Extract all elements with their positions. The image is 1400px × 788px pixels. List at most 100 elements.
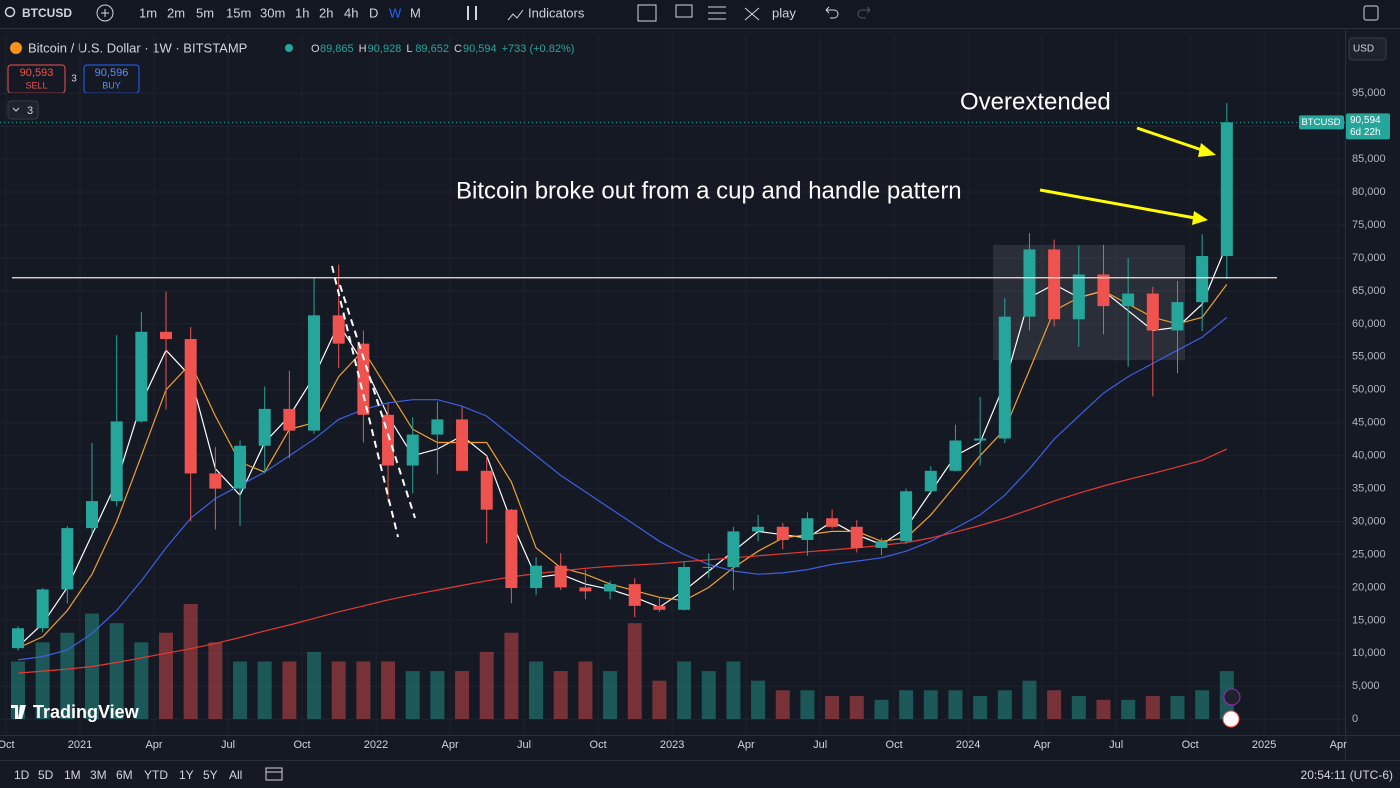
annotation: Bitcoin broke out from a cup and handle … <box>456 177 962 204</box>
range-button[interactable]: 1D <box>14 768 30 782</box>
candle-body <box>1048 249 1061 320</box>
volume-bar <box>603 671 618 719</box>
volume-bar <box>405 671 420 719</box>
x-tick-label: 2025 <box>1252 739 1276 751</box>
indicators[interactable]: Indicators <box>528 5 585 20</box>
y-tick-label: 10,000 <box>1352 647 1386 659</box>
interval[interactable]: M <box>410 5 421 20</box>
interval[interactable]: 2h <box>319 5 333 20</box>
x-tick-label: Apr <box>738 739 755 751</box>
volume-bar <box>923 690 938 719</box>
range-button[interactable]: YTD <box>144 768 168 782</box>
range-button[interactable]: 3M <box>90 768 107 782</box>
candle-body <box>12 628 24 649</box>
volume-bar <box>874 699 889 719</box>
ohlc-value: 90,928 <box>368 43 402 55</box>
search-icon[interactable] <box>4 6 16 18</box>
range-button[interactable]: 1Y <box>179 768 194 782</box>
candle-body <box>604 584 617 592</box>
redo[interactable] <box>857 6 871 19</box>
candle-body <box>924 470 937 492</box>
volume-bar <box>208 642 223 719</box>
candle-body <box>875 541 888 548</box>
volume-bar <box>430 671 445 719</box>
y-tick-label: 55,000 <box>1352 351 1386 363</box>
interval[interactable]: 1m <box>139 5 157 20</box>
x-tick-label: Apr <box>1330 739 1347 751</box>
undo[interactable] <box>825 6 839 19</box>
y-tick-label: 45,000 <box>1352 417 1386 429</box>
currency-button[interactable] <box>1348 37 1387 61</box>
volume-bar <box>677 661 692 719</box>
interval[interactable]: 30m <box>260 5 285 20</box>
interval[interactable]: 5m <box>196 5 214 20</box>
volume-bar <box>159 632 174 719</box>
range-button[interactable]: 5D <box>38 768 54 782</box>
x-tick-label: Apr <box>1034 739 1051 751</box>
fullscreen[interactable] <box>1363 5 1379 21</box>
range-button[interactable]: 5Y <box>203 768 218 782</box>
layout-icon[interactable] <box>637 4 657 22</box>
volume-bar <box>997 690 1012 719</box>
volume-bar <box>134 642 149 719</box>
y-tick-label: 70,000 <box>1352 252 1386 264</box>
x-tick-label: 2024 <box>956 739 980 751</box>
ohlc-value: 89,652 <box>415 43 449 55</box>
buy-label: BUY <box>102 80 121 90</box>
volume-bar <box>627 623 642 719</box>
quantity: 3 <box>71 74 77 85</box>
interval[interactable]: W <box>389 5 402 20</box>
candle-body <box>86 501 99 529</box>
add-symbol[interactable] <box>96 4 114 22</box>
interval[interactable]: 15m <box>226 5 251 20</box>
alert-icon[interactable] <box>675 4 693 18</box>
indicator-toggle[interactable] <box>7 100 39 120</box>
interval[interactable]: D <box>369 5 378 20</box>
volume-bar <box>899 690 914 719</box>
y-tick-label: 85,000 <box>1352 153 1386 165</box>
candle-body <box>530 565 543 589</box>
volume-bar <box>751 680 766 719</box>
x-tick-label: Jul <box>221 739 235 751</box>
candle-body <box>727 531 740 567</box>
candle-body <box>110 421 123 502</box>
change: +733 (+0.82%) <box>502 43 575 55</box>
range-button[interactable]: 1M <box>64 768 81 782</box>
symbol[interactable]: BTCUSD <box>22 6 72 20</box>
volume-bar <box>35 642 50 719</box>
candle-body <box>949 440 962 471</box>
range-button[interactable]: 6M <box>116 768 133 782</box>
volume-bar <box>1071 696 1086 719</box>
volume-bar <box>849 696 864 719</box>
interval[interactable]: 4h <box>344 5 358 20</box>
candle-body <box>801 518 814 540</box>
range-button[interactable]: All <box>229 768 242 782</box>
interval[interactable]: 2m <box>167 5 185 20</box>
x-tick-label: Apr <box>145 739 162 751</box>
volume-bar <box>233 661 248 719</box>
arrow-head <box>1198 143 1216 157</box>
market-status <box>285 44 293 52</box>
volume-bar <box>578 661 593 719</box>
x-tick-label: Jul <box>1109 739 1123 751</box>
economic-event[interactable] <box>1222 710 1240 728</box>
x-tick-label: Oct <box>1182 739 1199 751</box>
volume-bar <box>109 623 124 719</box>
template-icon[interactable] <box>708 6 726 20</box>
volume-bar <box>1170 696 1185 719</box>
x-tick-label: 2023 <box>660 739 684 751</box>
candle-body <box>406 434 419 466</box>
x-tick-label: Oct <box>0 739 15 751</box>
replay[interactable]: play <box>772 5 796 20</box>
volume-bar <box>183 604 198 719</box>
x-tick-label: Oct <box>886 739 903 751</box>
interval[interactable]: 1h <box>295 5 309 20</box>
candle-body <box>1146 293 1159 331</box>
symbol-tag <box>1299 115 1344 130</box>
date-range-icon[interactable] <box>265 767 283 781</box>
candle-body <box>900 491 913 542</box>
indicators-icon <box>507 9 524 21</box>
events-icon[interactable] <box>1223 688 1241 706</box>
chart-type[interactable] <box>467 6 477 20</box>
